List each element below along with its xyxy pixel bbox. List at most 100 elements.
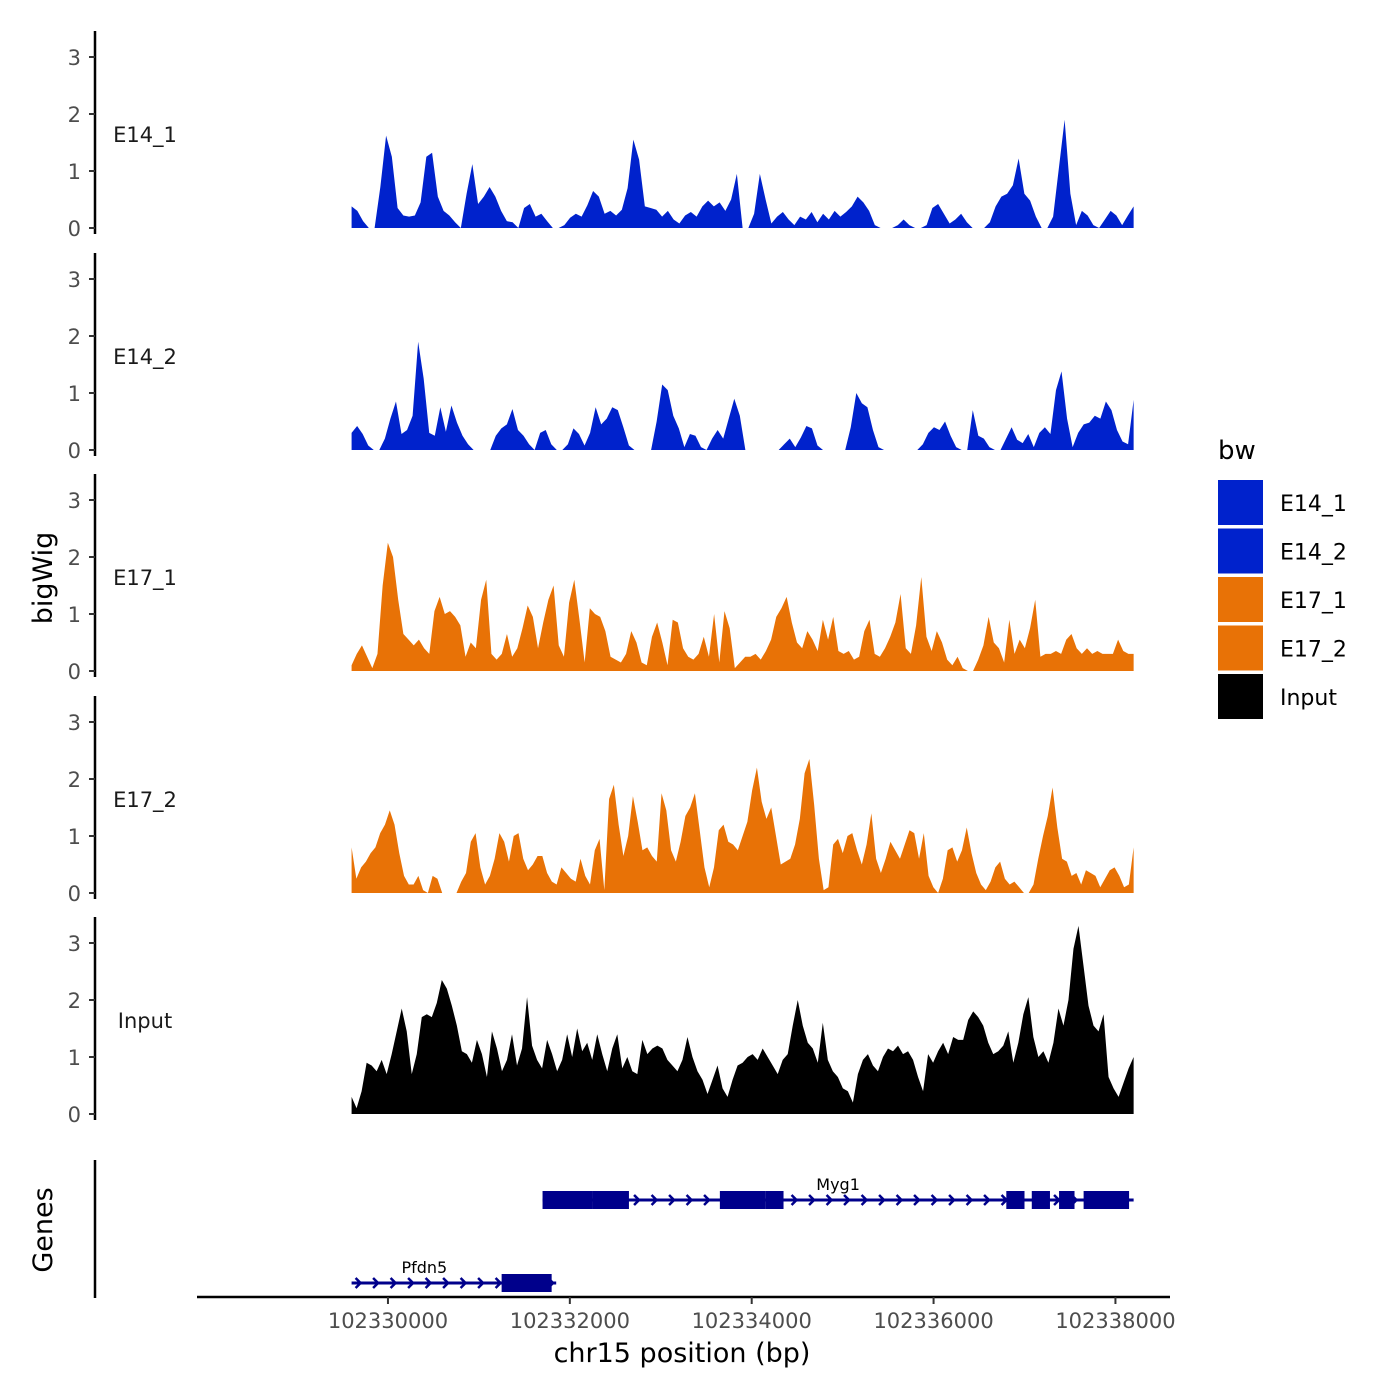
exon	[1031, 1191, 1050, 1209]
strand-arrow	[494, 1277, 503, 1289]
genes-track-title: Genes	[28, 1187, 59, 1272]
track-label: E14_1	[113, 123, 177, 148]
legend-swatch	[1218, 625, 1263, 671]
x-tick-label: 102338000	[1055, 1309, 1175, 1333]
strand-arrow	[1053, 1194, 1061, 1206]
strand-arrow	[878, 1194, 886, 1206]
track-label: E17_2	[113, 788, 177, 813]
gene-Myg1: Myg1	[542, 1175, 1134, 1209]
track-Input: 0 1 2 3 Input	[68, 917, 1134, 1127]
y-tick-label: 2	[68, 546, 81, 570]
legend-label: E14_2	[1280, 541, 1347, 566]
y-tick-label: 1	[68, 1046, 81, 1070]
y-tick-label: 0	[68, 660, 81, 684]
legend-item-Input: Input	[1218, 674, 1337, 719]
track-label: E14_2	[113, 345, 177, 370]
legend-swatch	[1218, 577, 1263, 622]
bigwig-tracks: 0 1 2 3 E14_1 0 1 2 3 E14_2 0 1 2 3 E17_1 0 1 2 3 E17_2 0 1 2 3…	[68, 31, 1134, 1127]
track-label: Input	[118, 1009, 172, 1033]
strand-arrow	[703, 1194, 711, 1206]
y-tick-label: 1	[68, 160, 81, 184]
x-axis: 102330000 102332000 102334000 102336000 1023…	[197, 1295, 1176, 1333]
y-tick-label: 0	[68, 882, 81, 906]
y-tick-label: 1	[68, 603, 81, 627]
genes-track: Myg1 Pfdn5	[93, 1160, 1134, 1298]
x-axis-title: chr15 position (bp)	[554, 1338, 811, 1369]
legend-item-E14_2: E14_2	[1218, 528, 1347, 574]
strand-arrow	[983, 1194, 991, 1206]
strand-arrow	[424, 1277, 433, 1289]
gene-label: Pfdn5	[401, 1258, 447, 1277]
signal-area-E14_2	[351, 341, 1134, 450]
y-tick-label: 3	[68, 46, 81, 70]
y-tick-label: 3	[68, 268, 81, 292]
track-label: E17_1	[113, 566, 177, 591]
track-E17_2: 0 1 2 3 E17_2	[68, 696, 1134, 906]
exon	[1059, 1191, 1075, 1209]
x-tick-label: 102330000	[328, 1309, 448, 1333]
y-tick-label: 1	[68, 382, 81, 406]
y-axis-title: bigWig	[28, 532, 59, 625]
strand-arrow	[389, 1277, 398, 1289]
exon	[1006, 1191, 1025, 1209]
exon	[765, 1191, 784, 1209]
gene-Pfdn5: Pfdn5	[351, 1258, 557, 1292]
x-tick-label: 102332000	[510, 1309, 630, 1333]
strand-arrow	[965, 1194, 974, 1206]
track-E14_2: 0 1 2 3 E14_2	[68, 253, 1134, 463]
strand-arrow	[459, 1277, 468, 1289]
legend: bw E14_1 E14_2 E17_1 E17_2 Input	[1218, 436, 1347, 719]
legend-title: bw	[1218, 436, 1256, 466]
strand-arrow	[860, 1194, 869, 1206]
exon	[1083, 1191, 1130, 1209]
legend-swatch	[1218, 674, 1263, 719]
y-tick-label: 0	[68, 1103, 81, 1127]
strand-arrow	[372, 1277, 380, 1289]
strand-arrow	[354, 1277, 363, 1289]
y-tick-label: 3	[68, 932, 81, 956]
x-tick-label: 102336000	[873, 1309, 993, 1333]
legend-swatch	[1218, 480, 1263, 525]
legend-item-E17_1: E17_1	[1218, 577, 1347, 622]
strand-arrow	[948, 1194, 956, 1206]
y-tick-label: 3	[68, 489, 81, 513]
x-tick-label: 102334000	[692, 1309, 812, 1333]
signal-area-E14_1	[351, 119, 1134, 228]
y-tick-label: 0	[68, 217, 81, 241]
legend-item-E17_2: E17_2	[1218, 625, 1347, 671]
signal-area-E17_1	[351, 542, 1134, 671]
y-tick-label: 2	[68, 103, 81, 127]
legend-label: E17_2	[1280, 638, 1347, 663]
signal-area-E17_2	[351, 759, 1134, 893]
legend-swatch	[1218, 528, 1263, 574]
strand-arrow	[685, 1194, 694, 1206]
strand-arrow	[477, 1277, 485, 1289]
track-E17_1: 0 1 2 3 E17_1	[68, 474, 1134, 684]
exon	[719, 1191, 766, 1209]
y-tick-label: 2	[68, 325, 81, 349]
strand-arrow	[843, 1194, 851, 1206]
legend-item-E14_1: E14_1	[1218, 480, 1347, 525]
signal-area-Input	[351, 925, 1134, 1114]
gene-label: Myg1	[816, 1175, 860, 1194]
strand-arrow	[930, 1194, 939, 1206]
legend-label: E14_1	[1280, 492, 1347, 517]
track-E14_1: 0 1 2 3 E14_1	[68, 31, 1134, 241]
y-tick-label: 1	[68, 825, 81, 849]
strand-arrow	[790, 1194, 799, 1206]
exon	[501, 1274, 552, 1292]
strand-arrow	[895, 1194, 904, 1206]
legend-label: E17_1	[1280, 589, 1347, 614]
strand-arrow	[808, 1194, 816, 1206]
strand-arrow	[633, 1194, 641, 1206]
strand-arrow	[442, 1277, 450, 1289]
y-tick-label: 2	[68, 989, 81, 1013]
y-tick-label: 0	[68, 439, 81, 463]
strand-arrow	[650, 1194, 659, 1206]
y-tick-label: 2	[68, 768, 81, 792]
strand-arrow	[913, 1194, 921, 1206]
exon	[592, 1191, 629, 1209]
strand-arrow	[668, 1194, 676, 1206]
strand-arrow	[825, 1194, 834, 1206]
